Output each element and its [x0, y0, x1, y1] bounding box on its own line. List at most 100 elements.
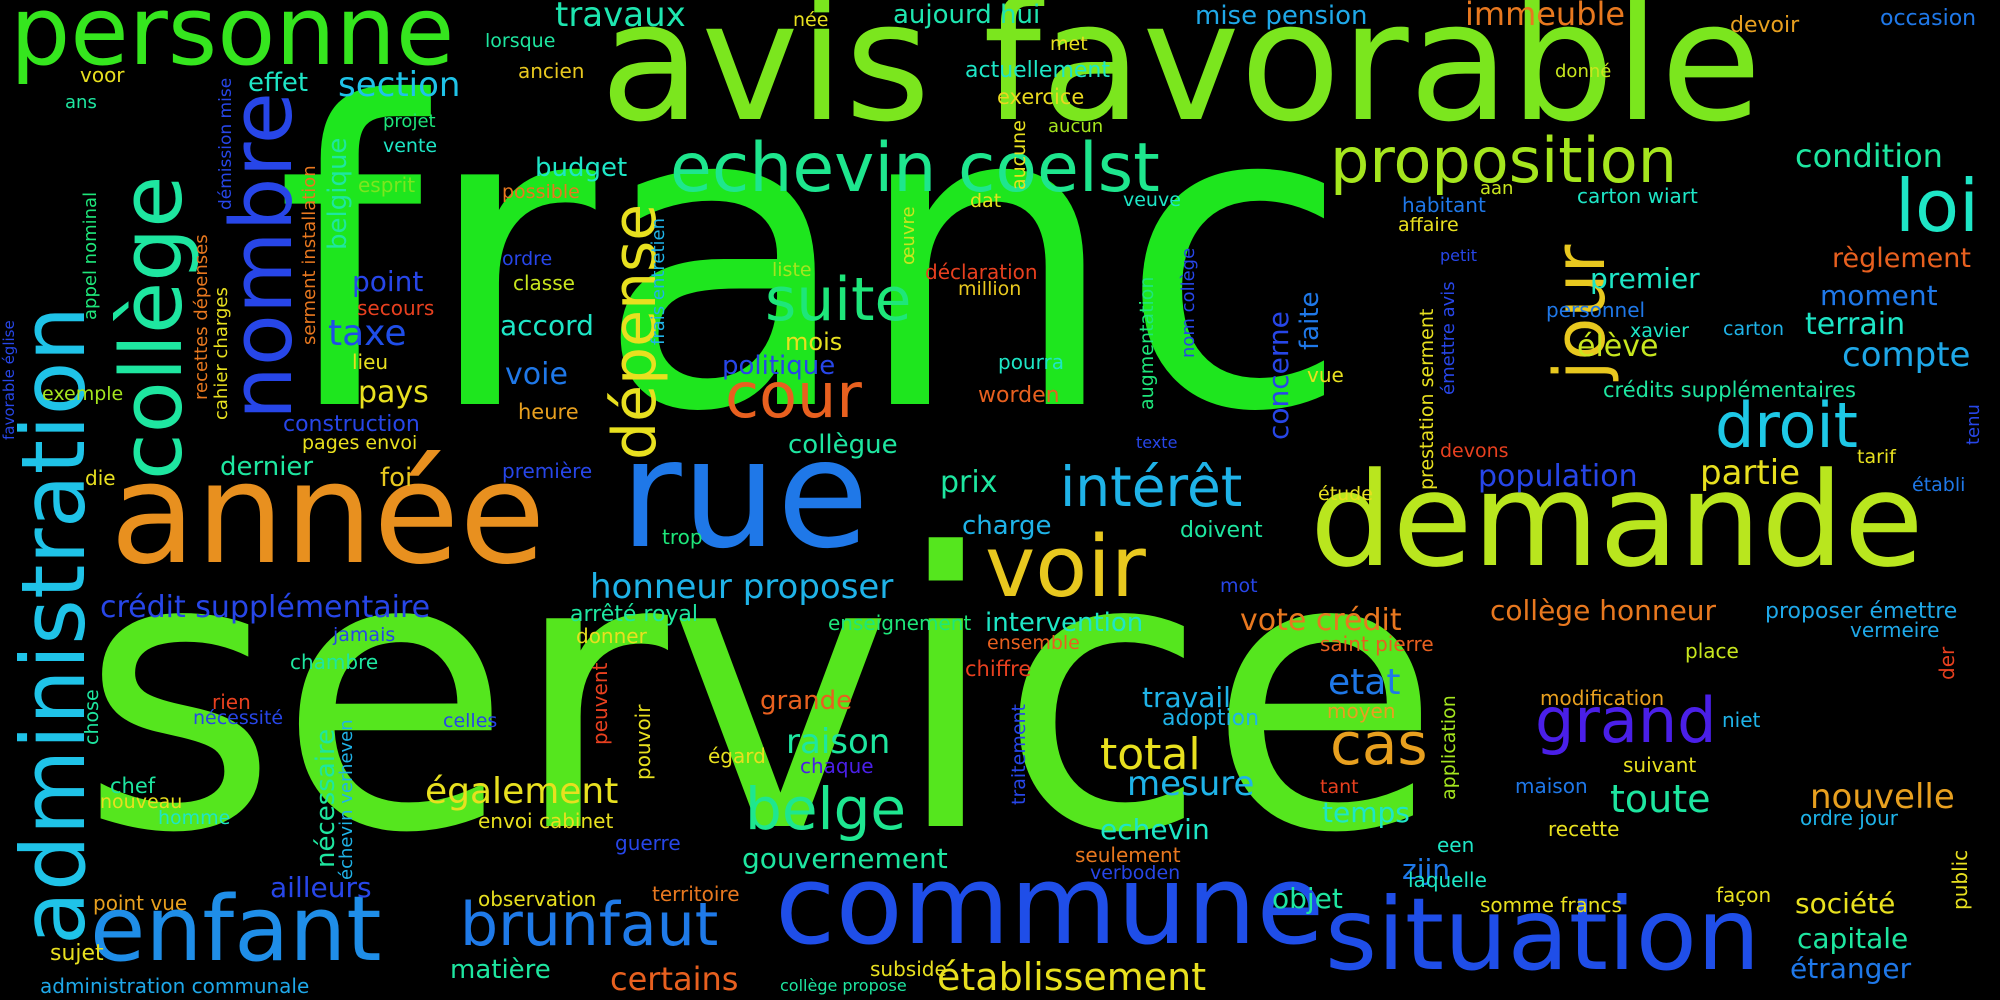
word-ordre-jour: ordre jour	[1800, 806, 1898, 830]
word-partie: partie	[1700, 453, 1801, 493]
word-service: service	[80, 473, 1442, 916]
word-pays: pays	[358, 375, 429, 410]
word-cas: cas	[1330, 710, 1428, 778]
word-een: een	[1437, 833, 1475, 857]
word-echevin-coelst: echevin coelst	[670, 129, 1160, 208]
word-public: public	[1948, 849, 1972, 910]
word-emettre-avis: émettre avis	[1438, 281, 1459, 395]
word-concerne: concerne	[1262, 311, 1295, 440]
word-arrete-royal: arrêté royal	[570, 602, 699, 627]
word-proposer-emettre: proposer émettre	[1765, 599, 1958, 624]
word-situation: situation	[1325, 876, 1761, 993]
word-nom-college: nom collège	[1178, 247, 1199, 358]
word-secours: secours	[357, 296, 435, 320]
word-necessite: nécessité	[193, 707, 284, 729]
word-grande: grande	[760, 686, 853, 716]
word-possible: possible	[502, 181, 580, 203]
word-enseignement: enseignement	[828, 611, 972, 635]
word-recette: recette	[1548, 817, 1620, 841]
word-franc: franc	[275, 15, 1351, 504]
word-aucun: aucun	[1048, 116, 1104, 137]
word-condition: condition	[1795, 137, 1943, 175]
word-grand: grand	[1535, 684, 1717, 757]
word-somme-francs: somme francs	[1480, 893, 1622, 917]
word-celles: celles	[443, 710, 498, 732]
word-trop: trop	[662, 525, 703, 549]
word-lorsque: lorsque	[485, 30, 556, 52]
word-sujet: sujet	[50, 941, 104, 966]
word-lieu: lieu	[352, 350, 389, 374]
word-carton: carton	[1723, 318, 1785, 340]
word-droit: droit	[1715, 389, 1858, 462]
word-prix: prix	[940, 465, 998, 500]
word-premier: premier	[1590, 262, 1700, 295]
word-seulement: seulement	[1075, 843, 1181, 867]
word-carton-wiart: carton wiart	[1577, 184, 1698, 208]
word-annee: année	[110, 433, 546, 596]
word-etranger: étranger	[1790, 952, 1912, 985]
word-commune: commune	[775, 841, 1325, 969]
word-objet: objet	[1272, 882, 1343, 915]
word-petit: petit	[1440, 246, 1477, 265]
word-demission-mise: démission mise	[216, 77, 236, 210]
word-loi: loi	[1895, 164, 1980, 248]
word-matiere: matière	[450, 955, 551, 985]
word-ailleurs: ailleurs	[270, 871, 372, 904]
word-tenu: tenu	[1963, 404, 1984, 445]
word-pouvoir: pouvoir	[631, 704, 655, 780]
word-pages-envoi: pages envoi	[302, 432, 418, 454]
word-tarif: tarif	[1857, 446, 1896, 468]
word-etat: etat	[1328, 662, 1401, 703]
word-demande: demande	[1310, 444, 1924, 596]
word-faite: faite	[1295, 291, 1325, 351]
word-recettes-depenses: recettes dépenses	[191, 234, 212, 400]
word-etabli: établi	[1912, 474, 1966, 496]
word-voor: voor	[80, 63, 125, 87]
word-necessaire: nécessaire	[311, 728, 341, 868]
word-aujourd-hui: aujourd hui	[893, 0, 1041, 30]
word-nee: née	[793, 9, 829, 31]
word-etablissement: établissement	[937, 955, 1207, 999]
word-interet: intérêt	[1060, 455, 1243, 519]
word-belge: belge	[745, 775, 907, 843]
word-vote-credit: vote crédit	[1240, 603, 1402, 638]
word-traitement: traitement	[1008, 703, 1030, 805]
word-saint-pierre: saint pierre	[1320, 632, 1434, 656]
word-societe: société	[1795, 887, 1896, 920]
word-budget: budget	[535, 153, 628, 183]
word-projet: projet	[383, 111, 436, 132]
word-territoire: territoire	[652, 882, 740, 906]
word-nouveau: nouveau	[100, 791, 183, 813]
word-affaire: affaire	[1398, 214, 1459, 236]
word-gouvernement: gouvernement	[742, 842, 948, 875]
word-certains: certains	[610, 960, 739, 998]
word-application: application	[1438, 695, 1460, 800]
word-nouvelle: nouvelle	[1810, 777, 1955, 817]
word-frais-entretien: frais entretien	[648, 217, 669, 345]
word-facon: façon	[1716, 883, 1772, 907]
word-oeuvre: œuvre	[898, 206, 919, 265]
word-personnel: personnel	[1546, 298, 1646, 322]
word-temps: temps	[1322, 796, 1410, 829]
word-habitant: habitant	[1402, 193, 1486, 217]
word-immeuble: immeuble	[1465, 0, 1626, 33]
word-actuellement: actuellement	[965, 58, 1110, 83]
word-raison: raison	[786, 722, 891, 762]
word-point-vue: point vue	[93, 891, 188, 915]
word-doivent: doivent	[1180, 518, 1263, 543]
word-dernier: dernier	[220, 452, 314, 482]
word-prestation-serment: prestation serment	[1416, 308, 1438, 490]
word-taxe: taxe	[328, 313, 407, 354]
word-aucune: aucune	[1008, 120, 1030, 190]
word-exercice: exercice	[997, 85, 1085, 109]
word-collegue: collègue	[788, 430, 898, 460]
word-worden: worden	[978, 383, 1060, 408]
word-credit-supplementaire: crédit supplémentaire	[100, 590, 431, 625]
word-exemple: exemple	[42, 383, 124, 405]
word-voie: voie	[505, 357, 568, 392]
word-compte: compte	[1842, 335, 1971, 375]
word-credits-supplementaires: crédits supplémentaires	[1603, 378, 1856, 402]
word-devons: devons	[1440, 440, 1509, 462]
word-ordre: ordre	[502, 248, 553, 270]
